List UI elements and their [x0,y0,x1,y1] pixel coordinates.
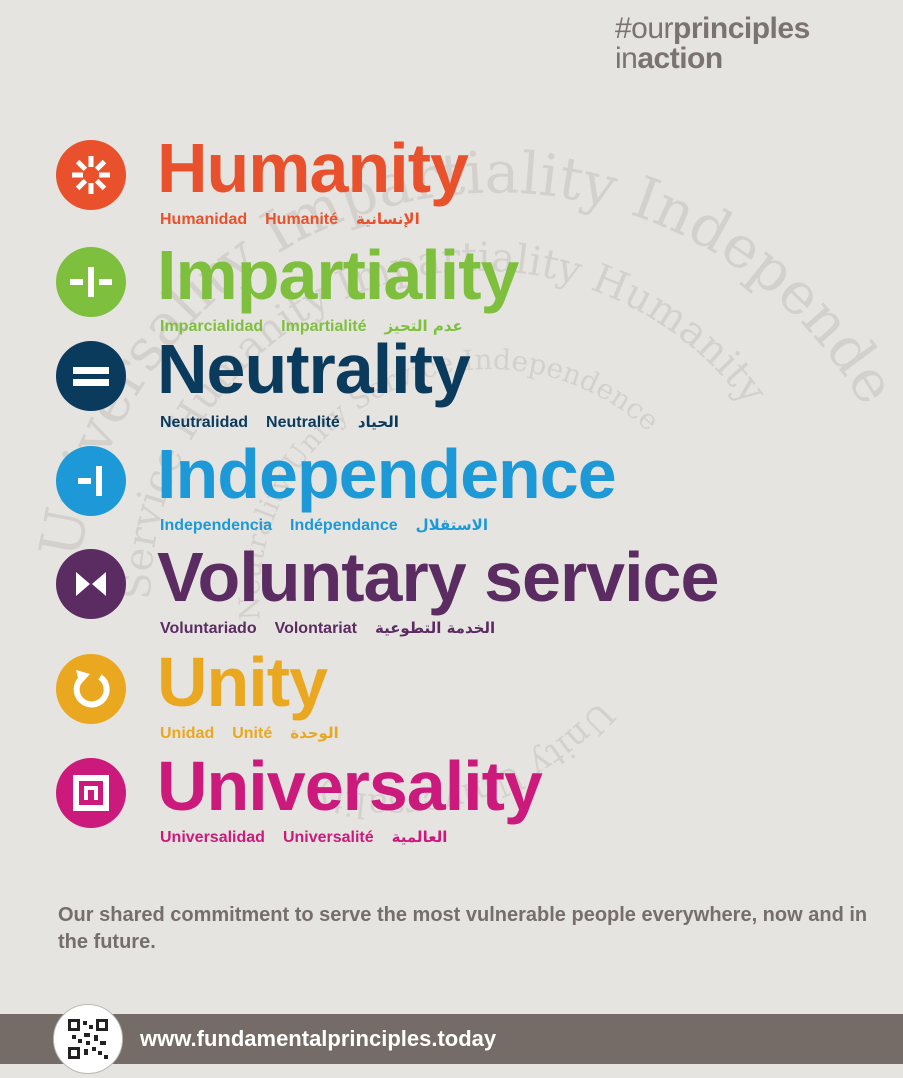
translation-ar: الاستقلال [415,516,488,534]
hashtag-prefix: #our [615,12,674,45]
translation-es: Humanidad [160,211,248,228]
independence-icon [56,446,126,516]
translation-fr: Neutralité [266,414,340,431]
principle-unity: Unity Unidad Unité الوحدة [56,643,856,754]
impartiality-icon [56,247,126,317]
bowtie-icon [56,549,126,619]
translation-fr: Indépendance [290,517,398,534]
translation-ar: عدم التحيز [384,317,463,335]
translation-fr: Unité [232,725,273,742]
circular-arrow-icon [56,654,126,724]
translation-fr: Impartialité [281,318,367,335]
principle-translations: Independencia Indépendance الاستقلال [160,516,506,535]
principle-humanity: Humanity Humanidad Humanité الإنسانية [56,129,856,240]
principle-independence: Independence Independencia Indépendance الا… [56,435,856,546]
principle-title: Unity [157,643,328,721]
principle-translations: Universalidad Universalité العالمية [160,828,465,847]
translation-es: Unidad [160,725,215,742]
translation-ar: العالمية [391,828,448,846]
translation-ar: الوحدة [290,724,339,742]
principle-translations: Unidad Unité الوحدة [160,724,357,743]
principle-neutrality: Neutrality Neutralidad Neutralité الحياد [56,330,856,441]
universality-icon [56,758,126,828]
translation-fr: Universalité [282,829,374,846]
qr-code-icon [68,1019,108,1059]
principle-title: Humanity [157,129,469,207]
translation-ar: الإنسانية [356,210,420,228]
principle-title: Independence [157,435,617,513]
translation-es: Independencia [160,517,273,534]
principle-title: Universality [157,747,543,825]
principle-translations: Voluntariado Volontariat الخدمة التطوعية [160,619,513,638]
translation-ar: الخدمة التطوعية [374,619,496,637]
equals-icon [56,341,126,411]
website-url[interactable]: www.fundamentalprinciples.today [140,1026,497,1051]
translation-es: Voluntariado [160,620,257,637]
principle-translations: Humanidad Humanité الإنسانية [160,210,438,229]
principle-translations: Neutralidad Neutralité الحياد [160,413,417,432]
translation-fr: Volontariat [274,620,357,637]
translation-es: Neutralidad [160,414,249,431]
principle-universality: Universality Universalidad Universalité الع… [56,747,856,858]
principle-title: Voluntary service [157,538,719,616]
principle-voluntary-service: Voluntary service Voluntariado Volontariat… [56,538,856,649]
translation-es: Imparcialidad [160,318,264,335]
principle-impartiality: Impartiality Imparcialidad Impartialité عدم… [56,236,856,347]
hashtag-logo: #ourprinciples inaction [615,14,855,74]
qr-code-badge[interactable] [53,1004,123,1074]
tagline: Our shared commitment to serve the most … [58,904,868,953]
hashtag-action: action [637,42,723,75]
hashtag-in: in [615,42,638,75]
sun-icon [56,140,126,210]
hashtag-principles: principles [673,12,810,45]
principle-translations: Imparcialidad Impartialité عدم التحيز [160,317,481,336]
translation-ar: الحياد [357,413,399,431]
footer-bar [0,1014,903,1064]
principle-title: Neutrality [157,330,471,408]
translation-es: Universalidad [160,829,265,846]
translation-fr: Humanité [265,211,339,228]
principle-title: Impartiality [157,236,519,314]
